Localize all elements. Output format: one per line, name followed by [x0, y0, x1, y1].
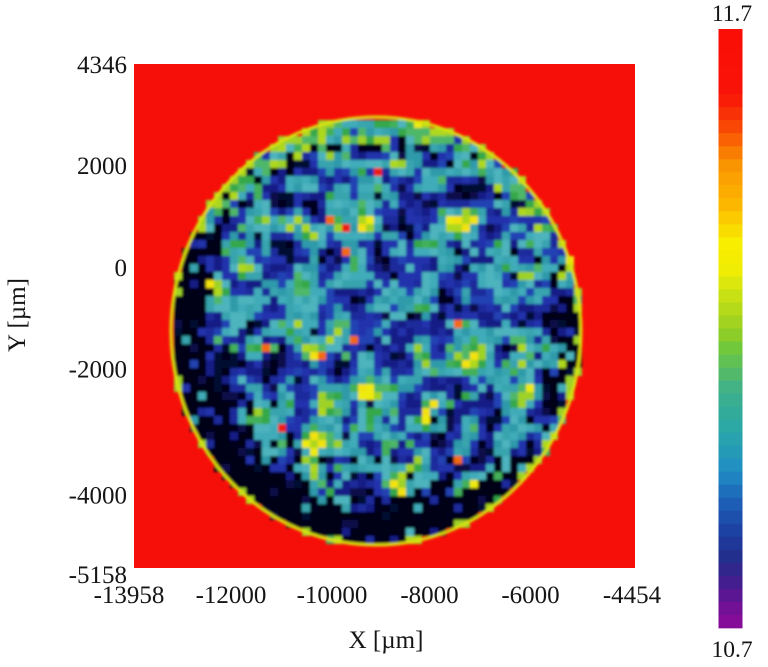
svg-text:-4454: -4454 [603, 582, 662, 609]
svg-text:-13958: -13958 [94, 582, 165, 609]
svg-text:10.7: 10.7 [711, 637, 752, 663]
svg-text:-5158: -5158 [69, 562, 127, 589]
svg-text:11.7: 11.7 [712, 1, 753, 27]
svg-text:-8000: -8000 [400, 582, 458, 609]
svg-text:Y [µm]: Y [µm] [4, 278, 31, 352]
svg-text:-6000: -6000 [501, 582, 559, 609]
svg-text:2000: 2000 [77, 153, 127, 180]
svg-text:-10000: -10000 [297, 582, 368, 609]
svg-text:0: 0 [115, 255, 128, 282]
svg-text:4346: 4346 [77, 52, 127, 79]
svg-text:X [µm]: X [µm] [349, 627, 424, 654]
svg-text:-12000: -12000 [196, 582, 267, 609]
svg-text:-2000: -2000 [69, 357, 127, 384]
svg-text:-4000: -4000 [69, 483, 127, 510]
